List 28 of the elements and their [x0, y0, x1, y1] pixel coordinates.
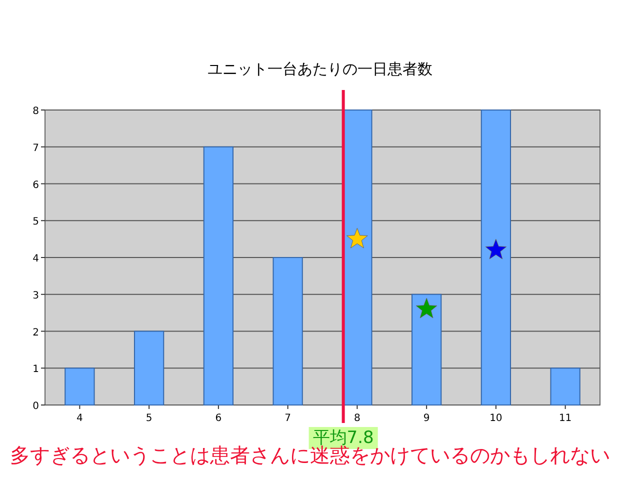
x-tick-label: 9 — [423, 413, 430, 424]
x-tick-label: 7 — [284, 413, 291, 424]
x-tick-label: 5 — [146, 413, 152, 424]
y-tick-label: 4 — [32, 254, 39, 264]
y-tick-label: 5 — [32, 216, 39, 228]
y-tick-label: 6 — [32, 180, 39, 191]
bar — [411, 294, 442, 406]
point — [416, 298, 438, 318]
x-tick-label: 11 — [558, 413, 572, 424]
y-tick-label: 1 — [32, 364, 39, 376]
x-tick-label: 4 — [76, 413, 83, 424]
bar — [203, 146, 234, 406]
x-tick-label: 6 — [215, 413, 222, 424]
x-tick-label: 10 — [490, 413, 502, 424]
x-tick-label: 8 — [354, 413, 360, 424]
y-tick-label: 8 — [32, 106, 39, 117]
bar — [480, 110, 512, 406]
chart-title: ユニット一台あたりの一日患者数 — [208, 60, 432, 78]
y-tick-label: 3 — [32, 290, 39, 302]
bar — [134, 330, 164, 406]
y-tick-label: 0 — [32, 401, 39, 412]
point — [485, 238, 507, 260]
y-tick-label: 2 — [32, 327, 39, 338]
y-tick-label: 7 — [32, 142, 39, 154]
bar — [64, 368, 95, 406]
bar — [550, 368, 580, 406]
point — [346, 228, 368, 248]
bar — [272, 257, 303, 406]
